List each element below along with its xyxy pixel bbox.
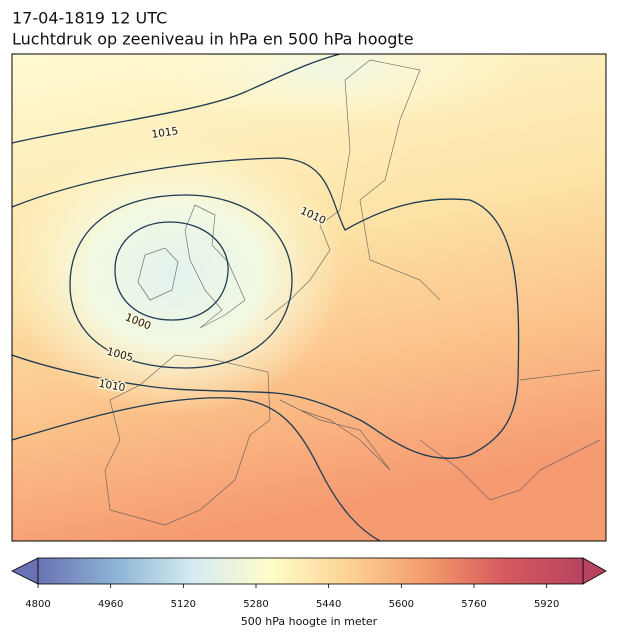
colorbar-tick-label: 4960 (98, 599, 123, 610)
colorbar-tick-label: 5120 (171, 599, 196, 610)
colorbar-tick-label: 4800 (25, 599, 50, 610)
title: 17-04-1819 12 UTC (12, 9, 167, 28)
colorbar-extend-high (582, 557, 607, 585)
map-frame (11, 53, 607, 542)
colorbar-tick-label: 5600 (389, 599, 414, 610)
map (12, 54, 606, 541)
contour-line (12, 397, 381, 541)
colorbar-tick-label: 5920 (534, 599, 559, 610)
contour-line (12, 54, 341, 144)
coastlines (104, 59, 601, 526)
contour-line (12, 157, 520, 459)
colorbar-tick-label: 5280 (243, 599, 268, 610)
colorbar-extend-low (11, 557, 39, 585)
colorbar: 4800 4960 5120 5280 5440 5600 5760 5920 (11, 557, 607, 610)
colorbar-tick-label: 5440 (316, 599, 341, 610)
colorbar-body (37, 557, 584, 585)
contour-line (114, 221, 229, 321)
subtitle: Luchtdruk op zeeniveau in hPa en 500 hPa… (12, 30, 414, 49)
colorbar-tick-label: 5760 (461, 599, 486, 610)
contour-line (69, 194, 293, 369)
colorbar-label: 500 hPa hoogte in meter (241, 615, 378, 628)
contour-label: 1015 (151, 125, 179, 141)
